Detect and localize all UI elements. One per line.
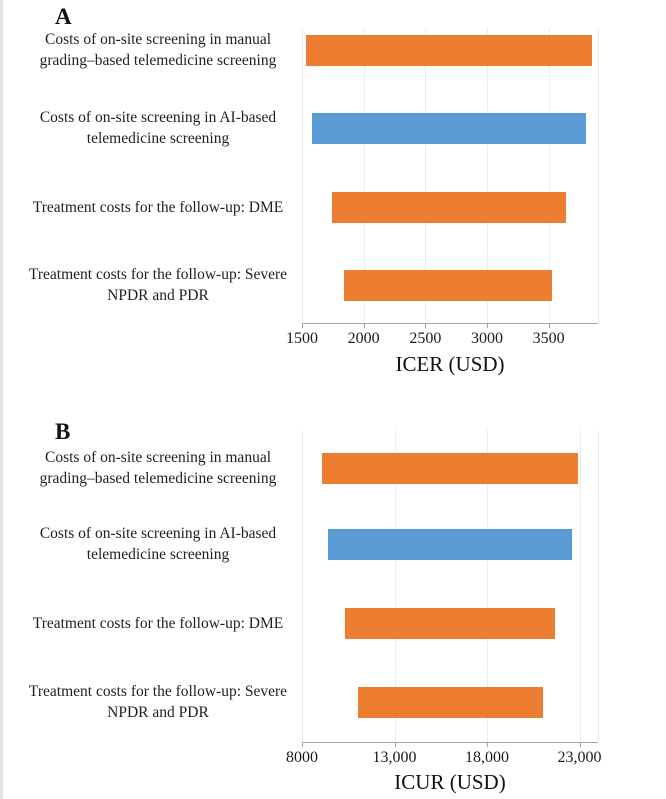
x-axis-tick-label: 3500 (532, 330, 565, 347)
gridline (425, 28, 427, 323)
gridline (487, 430, 488, 742)
gridline (394, 430, 396, 742)
gridline (548, 28, 550, 323)
gridline (487, 28, 488, 323)
x-axis-tick (548, 324, 550, 328)
category-label: Costs of on-site screening in AI-based t… (39, 109, 277, 147)
bar-ai-screening (311, 112, 586, 144)
bar-manual-screening (305, 34, 592, 66)
x-axis-tick-label: 18,000 (465, 749, 509, 766)
x-axis-tick (425, 324, 427, 328)
category-label: Treatment costs for the follow-up: Sever… (28, 266, 288, 304)
x-axis-tick (302, 324, 303, 328)
x-axis-line (302, 742, 598, 743)
gridline (302, 28, 303, 323)
x-axis-tick (579, 743, 581, 747)
category-label: Costs of on-site screening in manual gra… (39, 31, 277, 69)
x-axis-tick (302, 743, 303, 747)
x-axis-tick-label: 2000 (347, 330, 380, 347)
bar-manual-screening (322, 452, 578, 484)
gridline (579, 430, 581, 742)
x-axis-tick-label: 13,000 (372, 749, 417, 766)
panel-b-label: B (55, 419, 71, 444)
x-axis-tick (487, 743, 488, 747)
x-axis-tick (363, 324, 365, 328)
x-axis-tick-label: 23,000 (557, 749, 602, 766)
category-label: Treatment costs for the follow-up: DME (32, 198, 284, 216)
bar-ai-screening (327, 528, 573, 560)
panel-a-label: A (55, 4, 72, 29)
x-axis-tick-label: 2500 (409, 330, 442, 347)
x-axis-title-icur: ICUR (USD) (394, 770, 506, 794)
bar-followup-npdr-pdr (343, 269, 553, 301)
bar-followup-dme (331, 191, 566, 223)
x-axis-tick-label: 1500 (286, 330, 318, 347)
bar-followup-dme (344, 607, 556, 639)
x-axis-tick-label: 3000 (471, 330, 503, 347)
x-axis-tick (394, 743, 396, 747)
plot-right-border (598, 28, 599, 323)
category-label: Treatment costs for the follow-up: DME (32, 614, 284, 632)
x-axis-tick (487, 324, 488, 328)
x-axis-tick-label: 8000 (286, 749, 318, 766)
plot-right-border (598, 430, 599, 742)
category-label: Treatment costs for the follow-up: Sever… (28, 683, 288, 721)
category-label: Costs of on-site screening in manual gra… (39, 449, 277, 487)
x-axis-title-icer: ICER (USD) (395, 352, 505, 376)
gridline (363, 28, 365, 323)
category-label: Costs of on-site screening in AI-based t… (39, 525, 277, 563)
x-axis-line (302, 323, 598, 324)
gridline (302, 430, 303, 742)
bar-followup-npdr-pdr (357, 686, 544, 718)
